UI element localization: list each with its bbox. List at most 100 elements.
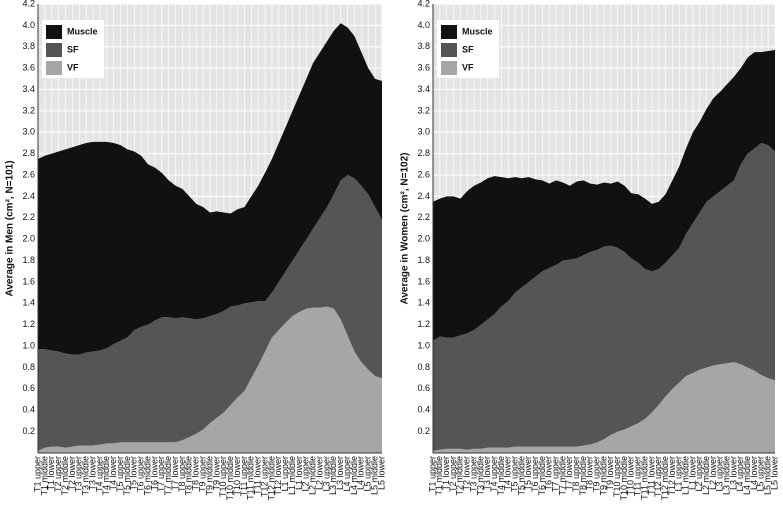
x-tick-label: L2 lower [314,456,324,490]
x-tick-label: L1 upper [674,456,684,492]
x-tick-label: T12 upper [259,456,269,497]
x-tick-label: T3 upper [468,456,478,492]
area [38,175,382,451]
area [433,49,775,341]
x-tick-label: T6 middle [537,456,547,496]
y-tick-label: 3.0 [22,127,35,137]
x-tick-label: T6 lower [149,456,159,491]
x-tick-label: T7 upper [156,456,166,492]
x-tick-label: L4 lower [356,456,366,490]
x-tick-label: T10 lower [232,456,242,496]
y-tick-label: 2.8 [417,148,430,158]
x-tick-label: L5 upper [756,456,766,492]
x-tick-label: T7 lower [564,456,574,491]
x-tick-label: T12 middle [266,456,276,501]
x-tick-label: L1 middle [287,456,297,495]
x-tick-label: T8 lower [585,456,595,491]
x-tick-label: T8 lower [191,456,201,491]
y-tick-label: 4.2 [417,0,430,8]
legend-label: Muscle [462,26,493,36]
x-tick-label: T10 middle [619,456,629,501]
x-tick-label: T3 lower [482,456,492,491]
x-tick-label: L2 lower [708,456,718,490]
x-tick-label: T2 lower [462,456,472,491]
x-tick-label: T9 middle [598,456,608,496]
y-tick-label: 2.2 [417,212,430,222]
x-tick-label: T3 middle [475,456,485,496]
x-tick-label: T8 upper [571,456,581,492]
legend-label: SF [462,44,474,54]
x-tick-label: T3 middle [81,456,91,496]
x-tick-label: T9 lower [605,456,615,491]
x-tick-label: L5 lower [376,456,386,490]
legend-swatch [441,25,457,39]
y-tick-label: 3.4 [22,84,35,94]
x-tick-label: L3 lower [335,456,345,490]
x-tick-label: L5 middle [369,456,379,495]
y-tick-label: 3.6 [417,63,430,73]
y-tick-label: 2.4 [417,191,430,201]
x-tick-label: T9 upper [197,456,207,492]
y-tick-label: 0.6 [22,383,35,393]
x-tick-label: L3 middle [721,456,731,495]
legend-swatch [46,61,62,75]
x-tick-label: T5 lower [129,456,139,491]
y-tick-label: 1.4 [22,298,35,308]
x-tick-label: T6 upper [530,456,540,492]
x-tick-label: L3 upper [321,456,331,492]
x-tick-label: T2 upper [448,456,458,492]
x-tick-label: T1 lower [441,456,451,491]
y-tick-label: 2.6 [22,169,35,179]
x-tick-label: T12 lower [273,456,283,496]
legend-swatch [46,25,62,39]
x-tick-label: T5 upper [115,456,125,492]
y-tick-label: 1.6 [417,276,430,286]
legend-label: SF [67,44,79,54]
legend-label: VF [67,62,79,72]
y-tick-label: 2.0 [417,234,430,244]
legend-label: VF [462,62,474,72]
x-tick-label: T8 middle [578,456,588,496]
legend-swatch [46,43,62,57]
x-tick-label: T10 middle [225,456,235,501]
y-tick-label: 0.6 [417,383,430,393]
y-tick-label: 0.2 [417,426,430,436]
x-tick-label: T1 middle [39,456,49,496]
area [433,362,775,453]
legend: Muscle SF VF [437,20,499,78]
x-tick-label: T4 lower [503,456,513,491]
y-tick-label: 3.0 [417,127,430,137]
x-tick-label: T7 upper [550,456,560,492]
legend: Muscle SF VF [42,20,104,78]
x-tick-label: T2 middle [60,456,70,496]
x-tick-label: T9 middle [204,456,214,496]
y-tick-label: 1.0 [22,340,35,350]
x-tick-label: L3 middle [328,456,338,495]
y-tick-label: 1.8 [22,255,35,265]
x-tick-label: T11 upper [239,456,249,496]
y-tick-label: 1.6 [22,276,35,286]
x-tick-label: T10 upper [612,456,622,497]
area [38,306,382,453]
x-tick-label: L5 lower [769,456,779,490]
y-tick-label: 0.4 [417,405,430,415]
y-tick-label: 0.2 [22,426,35,436]
x-tick-label: T7 middle [557,456,567,496]
y-tick-label: 2.6 [417,169,430,179]
x-tick-label: T9 upper [592,456,602,492]
x-tick-label: T2 lower [67,456,77,491]
x-tick-label: T12 middle [660,456,670,501]
y-tick-label: 2.4 [22,191,35,201]
x-tick-label: L3 upper [715,456,725,492]
y-tick-label: 3.8 [417,41,430,51]
x-tick-label: T8 upper [177,456,187,492]
x-tick-label: L5 upper [363,456,373,492]
x-tick-label: T12 upper [653,456,663,497]
x-tick-label: L2 middle [308,456,318,495]
area [433,142,775,451]
x-tick-label: L4 middle [349,456,359,495]
x-tick-label: T4 middle [101,456,111,496]
x-tick-label: T5 middle [516,456,526,496]
x-tick-label: L1 middle [680,456,690,495]
